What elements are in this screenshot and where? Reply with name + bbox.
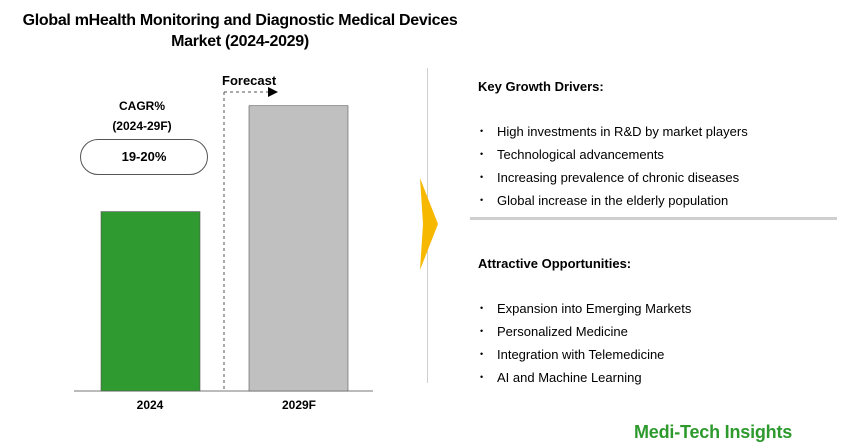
list-item: Expansion into Emerging Markets	[478, 297, 691, 320]
list-item: High investments in R&D by market player…	[478, 120, 748, 143]
drivers-list: High investments in R&D by market player…	[478, 120, 748, 212]
list-item: Global increase in the elderly populatio…	[478, 189, 748, 212]
list-item: Technological advancements	[478, 143, 748, 166]
cagr-value-badge: 19-20%	[80, 139, 208, 175]
chart-title: Global mHealth Monitoring and Diagnostic…	[22, 12, 458, 50]
section-separator	[470, 217, 837, 220]
opportunities-list: Expansion into Emerging Markets Personal…	[478, 297, 691, 389]
cagr-label: CAGR% (2024-29F)	[112, 99, 172, 133]
list-item: Increasing prevalence of chronic disease…	[478, 166, 748, 189]
opportunities-title: Attractive Opportunities:	[478, 256, 632, 271]
x-tick-label-2029f: 2029F	[281, 398, 317, 412]
bar-chart	[74, 87, 373, 392]
bar-2029f	[248, 105, 349, 392]
chevron-arrow-icon	[420, 178, 438, 270]
brand-logo: Medi-Tech Insights	[634, 422, 793, 442]
drivers-title: Key Growth Drivers:	[478, 79, 604, 94]
x-tick-label-2024: 2024	[136, 398, 164, 412]
forecast-label: Forecast	[222, 73, 277, 88]
list-item: AI and Machine Learning	[478, 366, 691, 389]
bar-2024	[100, 211, 201, 392]
forecast-arrow-head	[268, 87, 278, 97]
list-item: Personalized Medicine	[478, 320, 691, 343]
list-item: Integration with Telemedicine	[478, 343, 691, 366]
